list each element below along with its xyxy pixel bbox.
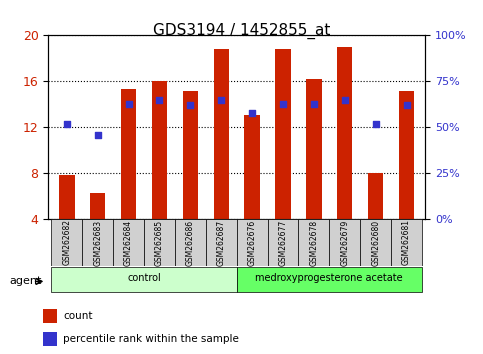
Text: percentile rank within the sample: percentile rank within the sample — [63, 334, 239, 344]
Bar — [329, 219, 360, 266]
Text: control: control — [127, 273, 161, 283]
Text: GSM262687: GSM262687 — [217, 219, 226, 266]
Bar — [144, 219, 175, 266]
Bar — [121, 90, 136, 219]
Bar — [306, 79, 322, 219]
Text: GSM262678: GSM262678 — [310, 219, 318, 266]
Bar — [237, 267, 422, 292]
Bar — [206, 219, 237, 266]
Bar — [152, 81, 167, 219]
Point — [372, 121, 380, 127]
Text: count: count — [63, 311, 93, 321]
Bar — [59, 175, 74, 219]
Bar — [237, 219, 268, 266]
Bar — [244, 115, 260, 219]
Point — [403, 103, 411, 108]
Point — [125, 101, 132, 106]
Text: GSM262677: GSM262677 — [279, 219, 287, 266]
Bar — [337, 47, 353, 219]
Text: GSM262684: GSM262684 — [124, 219, 133, 266]
Point — [186, 103, 194, 108]
Bar — [183, 91, 198, 219]
Text: GSM262681: GSM262681 — [402, 219, 411, 266]
Bar — [275, 49, 291, 219]
Bar — [43, 332, 57, 346]
Text: GSM262686: GSM262686 — [186, 219, 195, 266]
Bar — [51, 267, 237, 292]
Bar — [399, 91, 414, 219]
Point — [248, 110, 256, 115]
Text: medroxyprogesterone acetate: medroxyprogesterone acetate — [256, 273, 403, 283]
Text: GSM262676: GSM262676 — [248, 219, 256, 266]
Text: GSM262682: GSM262682 — [62, 219, 71, 266]
Point — [63, 121, 71, 127]
Text: GDS3194 / 1452855_at: GDS3194 / 1452855_at — [153, 23, 330, 39]
Point — [94, 132, 101, 138]
Bar — [268, 219, 298, 266]
Bar — [43, 309, 57, 323]
Text: GSM262680: GSM262680 — [371, 219, 380, 266]
Bar — [213, 49, 229, 219]
Text: agent: agent — [10, 276, 42, 286]
Bar — [90, 193, 105, 219]
Bar — [360, 219, 391, 266]
Bar — [82, 219, 113, 266]
Bar — [368, 173, 384, 219]
Bar — [391, 219, 422, 266]
Text: GSM262685: GSM262685 — [155, 219, 164, 266]
Point — [217, 97, 225, 103]
Point — [156, 97, 163, 103]
Point — [341, 97, 349, 103]
Text: GSM262683: GSM262683 — [93, 219, 102, 266]
Bar — [298, 219, 329, 266]
Text: GSM262679: GSM262679 — [340, 219, 349, 266]
Bar — [51, 219, 82, 266]
Point — [310, 101, 318, 106]
Point — [279, 101, 287, 106]
Bar — [175, 219, 206, 266]
Bar — [113, 219, 144, 266]
